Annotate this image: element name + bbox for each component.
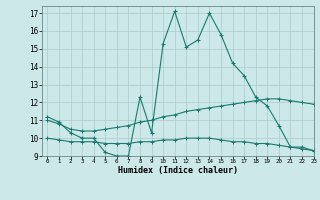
X-axis label: Humidex (Indice chaleur): Humidex (Indice chaleur) [118,166,237,175]
